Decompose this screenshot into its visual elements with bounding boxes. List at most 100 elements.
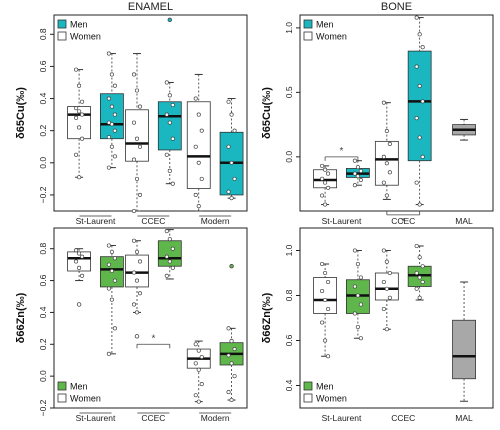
data-point <box>417 83 422 88</box>
box-St-Laurent-Women <box>67 67 91 180</box>
data-point <box>384 161 389 166</box>
data-point <box>417 135 422 140</box>
data-point <box>323 180 328 185</box>
y-axis-label: δ65Cu(‰) <box>261 87 273 139</box>
legend: Men Women <box>57 382 101 404</box>
legend-label: Men <box>70 382 88 392</box>
outlier-point <box>229 264 234 269</box>
data-point <box>384 129 389 134</box>
box-iqr <box>157 101 182 151</box>
data-point <box>112 256 117 261</box>
x-category-label: Modern <box>201 413 230 423</box>
data-point <box>167 120 172 125</box>
data-point <box>193 192 198 197</box>
data-point <box>358 275 363 280</box>
box-iqr <box>125 254 149 288</box>
data-point <box>112 83 117 88</box>
data-point <box>131 302 137 307</box>
data-point <box>320 261 325 267</box>
data-point <box>167 168 172 173</box>
data-point <box>167 93 172 98</box>
y-tick-label: 0.6 <box>38 274 48 286</box>
significance-annotation: * <box>386 210 421 228</box>
data-point <box>355 324 360 330</box>
data-point <box>226 390 231 395</box>
y-tick-label: 0.4 <box>38 92 48 104</box>
data-point <box>164 229 169 234</box>
data-point <box>320 176 325 181</box>
box-CCEC-Women <box>374 248 399 332</box>
data-point <box>131 120 137 125</box>
data-point <box>229 112 234 117</box>
data-point <box>420 99 425 104</box>
significance-star: * <box>401 217 405 228</box>
data-point <box>109 249 114 254</box>
legend-swatch <box>303 381 313 391</box>
data-point <box>387 295 392 300</box>
data-point <box>112 112 117 117</box>
data-point <box>131 208 137 214</box>
box-CCEC-Women <box>125 53 149 214</box>
data-point <box>384 193 389 198</box>
data-point <box>106 135 111 140</box>
legend-swatch <box>303 393 313 403</box>
data-point <box>417 275 422 280</box>
data-point <box>355 165 360 170</box>
data-point <box>199 354 204 360</box>
y-axis-label: δ66Zn(‰) <box>261 292 273 343</box>
data-point <box>381 154 386 159</box>
x-category-label: Modern <box>201 216 230 226</box>
data-point <box>80 112 85 117</box>
legend: Men Women <box>303 381 347 404</box>
data-point <box>417 295 422 300</box>
data-point <box>229 196 234 201</box>
data-point <box>106 96 111 101</box>
data-point <box>323 202 328 207</box>
data-point <box>420 154 425 159</box>
box-St-Laurent-Women <box>67 248 91 307</box>
data-point <box>420 279 425 285</box>
data-point <box>352 284 357 289</box>
data-point <box>381 279 386 285</box>
data-point <box>106 51 111 56</box>
x-category-label: MAL <box>455 413 473 423</box>
data-point <box>137 144 143 149</box>
data-point <box>106 262 111 267</box>
data-point <box>199 176 204 181</box>
data-point <box>112 326 117 331</box>
data-point <box>134 136 140 141</box>
chart-panel-4: δ66Zn(‰) 0.4 0.6 0.8 1.0 St-Laurent CCEC MAL Men… <box>261 227 494 423</box>
box-Modern-Men <box>219 264 244 403</box>
box-iqr <box>452 319 476 380</box>
box-iqr <box>100 93 124 140</box>
legend: Men Women <box>57 20 101 42</box>
data-point <box>134 176 140 181</box>
box-St-Laurent-Men <box>100 243 124 356</box>
data-point <box>326 354 331 359</box>
y-tick-label: 0.0 <box>284 151 294 163</box>
data-point <box>417 202 422 207</box>
data-point <box>164 152 169 157</box>
data-point <box>77 83 82 88</box>
y-tick-label: 0.8 <box>284 289 294 301</box>
data-point <box>381 306 386 312</box>
data-point <box>232 128 237 133</box>
y-axis-label: δ66Zn(‰) <box>15 292 27 343</box>
data-point <box>229 397 234 403</box>
box-CCEC-Men <box>157 229 182 280</box>
data-point <box>384 286 389 291</box>
data-point <box>74 152 79 157</box>
data-point <box>420 264 425 269</box>
y-tick-label: 0.2 <box>38 124 48 136</box>
data-point <box>226 189 231 194</box>
data-point <box>170 246 175 251</box>
data-point <box>226 326 231 331</box>
chart-panel-3: δ66Zn(‰) −0.2 0.0 0.2 0.4 0.6 0.8 St-Laurent CCE… <box>15 227 248 423</box>
data-point <box>414 180 419 185</box>
data-point <box>414 286 419 291</box>
data-point <box>170 102 175 108</box>
legend: Men Women <box>303 20 347 42</box>
data-point <box>229 160 234 165</box>
data-point <box>137 291 143 296</box>
